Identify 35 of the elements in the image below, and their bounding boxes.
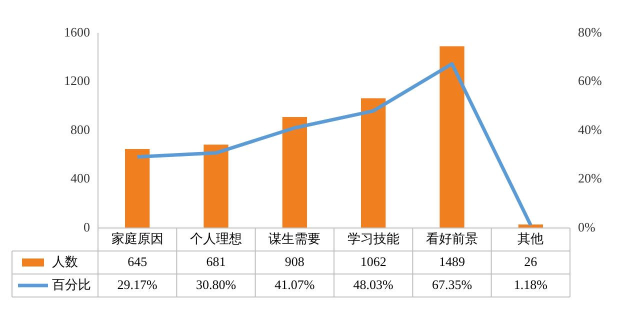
data-label: 29.17% [117,276,158,292]
y-tick-label: 1200 [64,73,90,88]
legend-label: 百分比 [52,276,91,292]
x-tick-label: 家庭原因 [111,230,164,246]
bar [204,144,228,228]
data-label: 1489 [439,254,465,269]
y2-tick-label: 20% [578,170,602,186]
data-label: 48.03% [353,276,394,292]
data-label: 645 [128,254,148,269]
data-label: 681 [206,254,226,269]
data-label: 26 [524,254,538,269]
data-label: 30.80% [196,276,236,292]
y2-tick-label: 0% [578,219,596,234]
data-label: 1062 [360,254,386,269]
data-label: 67.35% [432,276,472,292]
data-label: 908 [284,254,304,269]
y2-tick-label: 80% [578,24,602,40]
y-tick-label: 0 [84,219,90,234]
data-label: 1.18% [514,276,548,292]
x-tick-label: 其他 [518,230,544,246]
x-tick-label: 学习技能 [347,230,400,246]
y-tick-label: 1600 [64,24,90,40]
x-tick-label: 个人理想 [190,230,242,246]
data-label: 41.07% [274,276,315,292]
bar [440,46,464,228]
x-tick-label: 看好前景 [426,230,478,246]
bar [361,98,386,228]
x-tick-label: 谋生需要 [268,230,321,246]
bar [282,117,307,228]
y-tick-label: 800 [70,122,90,137]
y-tick-label: 400 [70,170,90,186]
bar [125,149,150,228]
legend-label: 人数 [52,254,78,269]
y2-tick-label: 40% [578,122,602,137]
y2-tick-label: 60% [578,73,602,88]
